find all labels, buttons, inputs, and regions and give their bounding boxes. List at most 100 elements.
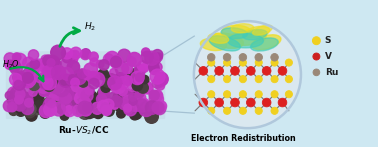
Circle shape: [13, 71, 27, 85]
Circle shape: [231, 98, 239, 107]
Circle shape: [113, 82, 125, 94]
Circle shape: [18, 74, 26, 82]
Circle shape: [110, 55, 123, 68]
Circle shape: [42, 97, 57, 111]
Circle shape: [136, 104, 146, 114]
Circle shape: [134, 75, 143, 84]
Circle shape: [149, 62, 159, 72]
Circle shape: [26, 110, 37, 121]
Circle shape: [110, 69, 118, 77]
Circle shape: [48, 78, 55, 85]
Circle shape: [137, 61, 148, 71]
Circle shape: [152, 90, 163, 101]
Circle shape: [43, 104, 56, 116]
Circle shape: [129, 75, 137, 83]
Circle shape: [16, 93, 27, 103]
Ellipse shape: [210, 33, 243, 48]
Circle shape: [51, 66, 66, 80]
Circle shape: [149, 90, 159, 100]
Circle shape: [23, 73, 33, 83]
Circle shape: [43, 62, 53, 72]
Circle shape: [99, 85, 110, 96]
Circle shape: [71, 79, 84, 92]
Circle shape: [60, 67, 73, 80]
Circle shape: [136, 70, 144, 78]
Circle shape: [23, 57, 34, 69]
Circle shape: [10, 87, 22, 99]
Circle shape: [239, 76, 246, 83]
Circle shape: [47, 84, 60, 97]
Circle shape: [85, 96, 98, 109]
Circle shape: [156, 101, 167, 111]
Circle shape: [82, 70, 92, 80]
Circle shape: [91, 102, 104, 114]
Circle shape: [313, 37, 321, 45]
Circle shape: [81, 50, 90, 60]
Circle shape: [106, 74, 117, 84]
Circle shape: [98, 89, 107, 98]
Circle shape: [223, 54, 231, 61]
Circle shape: [155, 78, 164, 88]
Circle shape: [57, 105, 67, 114]
Ellipse shape: [251, 38, 278, 51]
Circle shape: [39, 86, 50, 96]
Circle shape: [81, 90, 93, 102]
Circle shape: [271, 59, 278, 66]
Circle shape: [67, 61, 80, 73]
Circle shape: [246, 67, 255, 75]
Circle shape: [87, 71, 99, 84]
Text: V: V: [325, 52, 332, 61]
FancyArrowPatch shape: [60, 28, 79, 46]
Circle shape: [74, 92, 86, 104]
Circle shape: [262, 98, 271, 107]
Circle shape: [145, 51, 159, 65]
Circle shape: [146, 101, 159, 114]
Circle shape: [208, 107, 215, 114]
Circle shape: [68, 51, 76, 60]
Circle shape: [17, 72, 26, 81]
Circle shape: [154, 76, 166, 87]
Circle shape: [96, 94, 107, 104]
Circle shape: [39, 104, 53, 118]
Circle shape: [44, 81, 54, 91]
Circle shape: [124, 106, 132, 114]
Circle shape: [71, 78, 79, 87]
Circle shape: [47, 59, 55, 67]
Circle shape: [14, 99, 26, 111]
FancyArrowPatch shape: [10, 67, 43, 81]
Circle shape: [59, 74, 72, 87]
Circle shape: [20, 74, 28, 81]
Circle shape: [144, 105, 156, 117]
Circle shape: [78, 88, 90, 99]
Ellipse shape: [228, 34, 263, 48]
Circle shape: [149, 92, 163, 107]
Circle shape: [19, 92, 33, 107]
Circle shape: [122, 63, 133, 74]
Circle shape: [59, 79, 70, 90]
Circle shape: [41, 107, 49, 115]
Circle shape: [208, 54, 215, 61]
Circle shape: [140, 100, 150, 110]
Circle shape: [15, 105, 26, 116]
Circle shape: [68, 75, 77, 83]
Circle shape: [118, 49, 131, 62]
Circle shape: [15, 103, 26, 114]
Circle shape: [90, 74, 97, 81]
Circle shape: [122, 89, 132, 99]
Circle shape: [101, 83, 110, 92]
Circle shape: [79, 97, 91, 109]
Circle shape: [271, 91, 278, 98]
Circle shape: [69, 54, 78, 63]
Ellipse shape: [243, 30, 267, 40]
Circle shape: [39, 76, 53, 90]
Circle shape: [98, 100, 109, 112]
Circle shape: [78, 101, 91, 114]
Circle shape: [118, 86, 127, 96]
Circle shape: [78, 77, 88, 87]
Text: $H_2$: $H_2$: [84, 20, 96, 33]
Circle shape: [12, 53, 21, 61]
Circle shape: [110, 56, 121, 67]
Circle shape: [39, 73, 48, 82]
Circle shape: [61, 57, 73, 69]
Circle shape: [101, 103, 110, 112]
